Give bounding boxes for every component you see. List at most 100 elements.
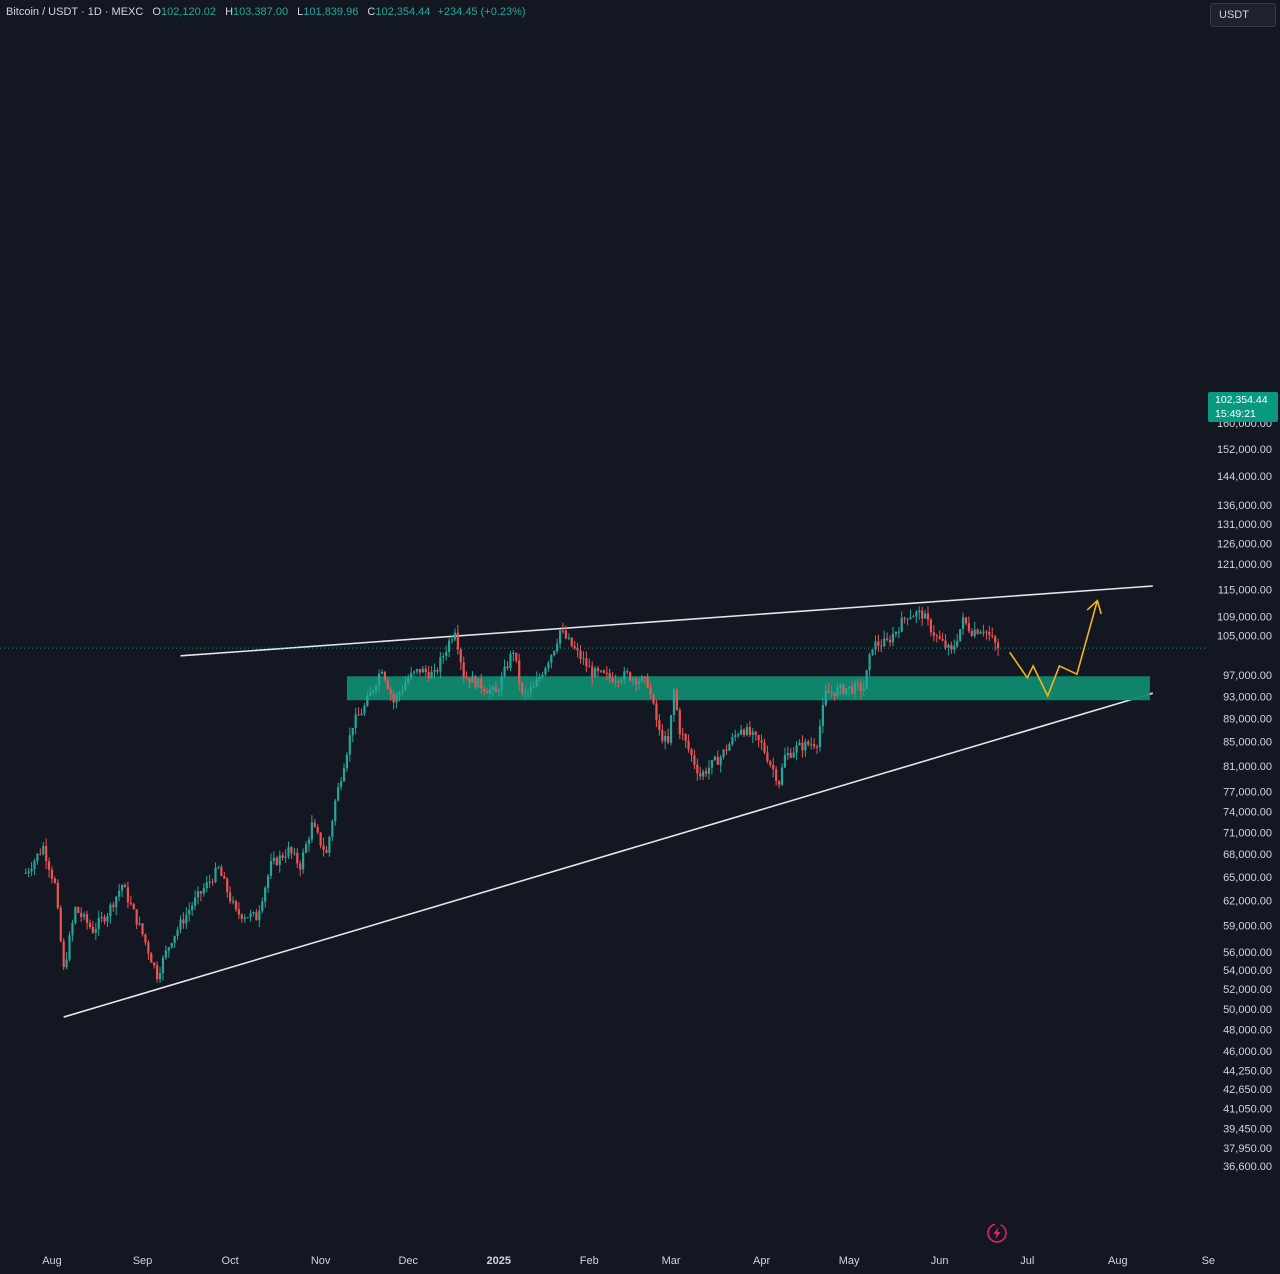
x-tick-label: Dec: [398, 1255, 418, 1267]
y-tick-label: 85,000.00: [1223, 737, 1272, 749]
candle-body: [88, 922, 92, 927]
candle-body: [468, 678, 471, 683]
candle-body: [745, 727, 749, 735]
candle-body: [465, 678, 468, 680]
candle-body: [690, 749, 693, 756]
candle-body: [772, 764, 775, 770]
x-tick-label: Mar: [662, 1255, 681, 1267]
symbol-title[interactable]: Bitcoin / USDT · 1D · MEXC: [6, 6, 144, 18]
candle-body: [284, 856, 287, 858]
candle-body: [302, 852, 305, 870]
candle-body: [62, 941, 65, 968]
candle-body: [815, 746, 819, 748]
candle-body: [961, 617, 965, 630]
candle-body: [918, 610, 921, 613]
candle-body: [526, 691, 530, 693]
currency-unit-button[interactable]: USDT: [1210, 3, 1276, 27]
y-tick-label: 50,000.00: [1223, 1004, 1272, 1016]
candle-body: [605, 672, 608, 674]
candle-body: [252, 912, 255, 914]
y-tick-label: 136,000.00: [1217, 500, 1272, 512]
candle-body: [988, 631, 991, 636]
candle-body: [339, 781, 343, 787]
y-tick-label: 46,000.00: [1223, 1046, 1272, 1058]
candle-body: [205, 882, 208, 889]
candle-body: [763, 742, 766, 753]
candle-body: [702, 771, 705, 777]
candle-body: [147, 942, 150, 954]
candle-body: [678, 709, 681, 735]
candle-body: [970, 630, 973, 636]
candle-body: [33, 860, 36, 869]
candle-body: [535, 679, 538, 687]
candle-body: [27, 871, 30, 874]
candle-body: [42, 846, 45, 855]
candle-body: [596, 668, 600, 672]
candle-body: [850, 686, 854, 694]
candle-body: [643, 676, 646, 678]
candle-body: [456, 632, 459, 650]
candle-body: [775, 769, 778, 782]
candle-body: [112, 904, 115, 908]
candle-body: [182, 919, 185, 924]
candle-body: [342, 768, 346, 782]
y-tick-label: 81,000.00: [1223, 761, 1272, 773]
candle-body: [742, 729, 746, 735]
candle-body: [523, 692, 527, 694]
candle-body: [996, 642, 1000, 649]
candle-body: [865, 670, 868, 690]
candle-body: [926, 613, 930, 620]
candle-body: [553, 651, 556, 656]
candle-body: [684, 734, 687, 741]
candle-body: [909, 617, 912, 619]
candle-body: [208, 881, 211, 883]
candle-body: [687, 740, 690, 750]
candle-body: [915, 612, 918, 617]
candle-body: [264, 887, 267, 902]
candle-body: [261, 901, 264, 911]
candle-body: [956, 640, 959, 647]
candle-body: [272, 857, 276, 862]
candle-body: [661, 729, 664, 742]
candle-body: [518, 660, 521, 683]
y-tick-label: 44,250.00: [1223, 1065, 1272, 1077]
y-tick-label: 152,000.00: [1217, 444, 1272, 456]
candle-body: [483, 688, 486, 692]
candle-body: [675, 690, 678, 710]
candle-body: [386, 680, 389, 689]
candle-body: [959, 629, 962, 641]
candle-body: [398, 692, 401, 696]
candle-body: [71, 923, 74, 936]
candle-body: [544, 667, 547, 675]
candle-body: [459, 649, 462, 663]
candle-body: [894, 631, 897, 634]
candle-body: [602, 670, 605, 673]
candle-body: [669, 715, 673, 743]
candle-body: [477, 678, 480, 688]
candle-body: [229, 892, 232, 902]
candle-body: [462, 662, 465, 679]
candle-body: [862, 689, 865, 692]
y-tick-label: 71,000.00: [1223, 827, 1272, 839]
y-tick-label: 48,000.00: [1223, 1025, 1272, 1037]
candle-body: [789, 753, 792, 758]
candle-body: [839, 684, 842, 688]
candle-body: [474, 676, 477, 688]
candle-body: [488, 689, 492, 694]
candle-body: [164, 950, 167, 958]
candle-body: [737, 734, 740, 736]
lightning-alert-icon[interactable]: [986, 1222, 1008, 1244]
candle-body: [891, 633, 895, 643]
candle-body: [36, 853, 39, 861]
candle-body: [842, 684, 845, 694]
candle-body: [620, 680, 623, 683]
candle-body: [220, 867, 223, 877]
y-tick-label: 52,000.00: [1223, 984, 1272, 996]
candle-body: [853, 683, 857, 694]
candle-body: [68, 935, 71, 960]
candle-body: [156, 965, 159, 980]
candle-body: [132, 904, 135, 910]
candle-body: [561, 630, 565, 632]
